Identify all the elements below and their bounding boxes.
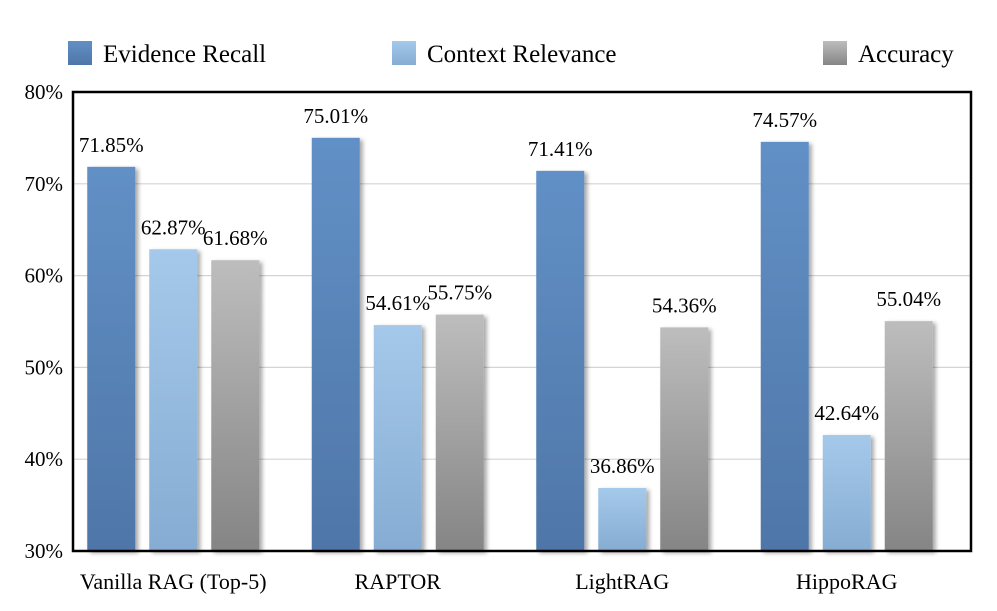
data-label: 36.86% [590,454,655,478]
bars [87,137,933,551]
y-tick-label: 80% [25,80,64,104]
legend-swatch-1 [392,41,416,65]
data-label: 61.68% [203,226,268,250]
legend-label: Accuracy [858,41,954,68]
bar-evidence-recall-0 [87,166,136,551]
x-tick-label: LightRAG [575,569,669,594]
y-tick-label: 40% [25,447,64,471]
bar-context-relevance-0 [149,249,198,551]
data-label: 54.61% [365,291,430,315]
data-label: 71.85% [79,133,144,157]
legend-label: Context Relevance [427,41,617,68]
plot-frame [71,90,973,553]
data-label: 71.41% [528,137,593,161]
legend-swatch-0 [68,41,92,65]
bar-accuracy-0 [211,260,260,551]
y-tick-label: 60% [25,264,64,288]
bar-accuracy-3 [884,321,933,551]
y-tick-label: 50% [25,355,64,379]
legend: Evidence Recall Context Relevance Accuracy [68,41,954,68]
bar-evidence-recall-2 [536,170,585,551]
bar-context-relevance-2 [598,488,647,551]
x-tick-label: HippoRAG [796,569,898,594]
bar-accuracy-2 [660,327,709,551]
data-label: 74.57% [752,108,817,132]
data-label: 75.01% [303,104,368,128]
legend-swatch-2 [823,41,847,65]
data-label: 62.87% [141,215,206,239]
data-label: 55.04% [876,287,941,311]
bar-context-relevance-1 [373,325,422,551]
x-tick-label: Vanilla RAG (Top-5) [80,569,267,594]
y-tick-label: 70% [25,172,64,196]
bar-accuracy-1 [435,314,484,551]
data-labels: 71.85% 62.87%61.68% 75.01% 54.61%55.75% 71.4… [79,104,941,478]
legend-label: Evidence Recall [103,41,266,68]
bar-evidence-recall-1 [311,137,360,551]
bar-context-relevance-3 [822,434,871,551]
y-axis-ticks: 30% 40% 50% 60% 70% 80% [25,80,64,563]
y-tick-label: 30% [25,539,64,563]
data-label: 42.64% [814,401,879,425]
x-tick-label: RAPTOR [355,569,442,594]
bar-evidence-recall-3 [760,141,809,551]
x-axis-ticks: Vanilla RAG (Top-5) RAPTOR LightRAG HippoRA… [80,569,898,594]
data-label: 55.75% [427,281,492,305]
data-label: 54.36% [652,293,717,317]
